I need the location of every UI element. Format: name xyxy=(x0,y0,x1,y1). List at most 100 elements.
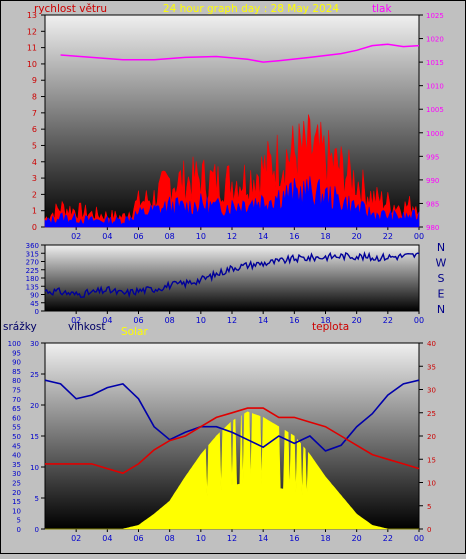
wind-average-area xyxy=(44,176,420,228)
temp-ytick-label: 5 xyxy=(427,503,431,511)
wind-xtick-label: 22 xyxy=(383,232,393,241)
wind-xtick-label: 08 xyxy=(165,232,175,241)
pressure-line xyxy=(60,43,420,63)
temp-ytick-label: 40 xyxy=(427,340,436,348)
compass-label-e: E xyxy=(438,288,445,301)
rain-ytick-label: 45 xyxy=(12,442,21,450)
wind-direction-plot-area xyxy=(44,244,420,312)
humidity-ytick-label: 0 xyxy=(35,526,39,534)
rain-ytick-label: 35 xyxy=(12,461,21,469)
direction-ytick-label: 180 xyxy=(26,275,39,283)
pressure-ytick-label: 995 xyxy=(426,153,439,161)
wind-ytick-label: 4 xyxy=(32,158,37,167)
bottom-xtick-label: 20 xyxy=(352,534,362,543)
rain-ytick-label: 70 xyxy=(12,396,21,404)
direction-xtick-label: 16 xyxy=(289,316,299,325)
direction-ytick-label: 45 xyxy=(30,300,39,308)
direction-xtick-label: 18 xyxy=(320,316,330,325)
wind-ytick-label: 7 xyxy=(32,109,37,118)
direction-ytick-label: 135 xyxy=(26,283,39,291)
humidity-ytick-label: 10 xyxy=(30,464,39,472)
wind-ytick-label: 5 xyxy=(32,141,37,150)
rain-ytick-label: 100 xyxy=(8,340,21,348)
temperature-title: teplota xyxy=(312,321,349,333)
rain-ytick-label: 75 xyxy=(12,387,21,395)
wind-ytick-label: 9 xyxy=(32,76,37,85)
direction-xtick-label: 04 xyxy=(102,316,112,325)
solar-area xyxy=(45,411,419,530)
direction-ytick-label: 225 xyxy=(26,267,39,275)
wind-ytick-label: 2 xyxy=(32,190,37,199)
wind-xtick-label: 20 xyxy=(352,232,362,241)
direction-ytick-label: 360 xyxy=(26,242,39,250)
humidity-line xyxy=(44,379,420,452)
bottom-xtick-label: 18 xyxy=(320,534,330,543)
wind-ytick-label: 3 xyxy=(32,174,37,183)
wind-xtick-label: 00 xyxy=(414,232,424,241)
rain-ytick-label: 20 xyxy=(12,489,21,497)
rain-ytick-label: 40 xyxy=(12,452,21,460)
rain-ytick-label: 25 xyxy=(12,480,21,488)
direction-ytick-label: 270 xyxy=(26,259,39,267)
wind-speed-title: rychlost větru xyxy=(34,3,107,15)
rain-ytick-label: 85 xyxy=(12,368,21,376)
direction-xtick-label: 12 xyxy=(227,316,237,325)
wind-xtick-label: 14 xyxy=(258,232,268,241)
direction-xtick-label: 00 xyxy=(414,316,424,325)
bottom-xtick-label: 12 xyxy=(227,534,237,543)
pressure-ytick-label: 980 xyxy=(426,224,439,232)
temp-ytick-label: 20 xyxy=(427,433,436,441)
pressure-ytick-label: 990 xyxy=(426,177,439,185)
bottom-xtick-label: 00 xyxy=(414,534,424,543)
rain-ytick-label: 60 xyxy=(12,414,21,422)
solar-title: Solar xyxy=(121,326,148,338)
temp-ytick-label: 30 xyxy=(427,387,436,395)
direction-ytick-label: 315 xyxy=(26,250,39,258)
compass-label-w: W xyxy=(436,257,447,270)
humidity-ytick-label: 15 xyxy=(30,433,39,441)
wind-xtick-label: 04 xyxy=(102,232,112,241)
direction-xtick-label: 14 xyxy=(258,316,268,325)
direction-xtick-label: 06 xyxy=(133,316,143,325)
rain-ytick-label: 15 xyxy=(12,498,21,506)
pressure-ytick-label: 1000 xyxy=(426,130,444,138)
wind-direction-line xyxy=(44,250,420,299)
bottom-xtick-label: 14 xyxy=(258,534,268,543)
direction-xtick-label: 10 xyxy=(196,316,206,325)
rain-ytick-label: 90 xyxy=(12,359,21,367)
compass-label-n: N xyxy=(437,241,445,254)
bottom-xtick-label: 10 xyxy=(196,534,206,543)
bottom-xtick-label: 22 xyxy=(383,534,393,543)
rain-ytick-label: 65 xyxy=(12,405,21,413)
pressure-ytick-label: 1005 xyxy=(426,106,444,114)
temp-ytick-label: 15 xyxy=(427,456,436,464)
wind-ytick-label: 0 xyxy=(32,223,37,232)
direction-ytick-label: 90 xyxy=(30,292,39,300)
pressure-ytick-label: 985 xyxy=(426,200,439,208)
pressure-title: tlak xyxy=(372,3,392,15)
pressure-ytick-label: 1020 xyxy=(426,36,444,44)
temperature-line xyxy=(45,407,420,475)
compass-label-n: N xyxy=(437,303,445,316)
rain-title: srážky xyxy=(3,321,37,333)
bottom-xtick-label: 08 xyxy=(165,534,175,543)
bottom-xtick-label: 16 xyxy=(289,534,299,543)
wind-xtick-label: 18 xyxy=(320,232,330,241)
wind-xtick-label: 16 xyxy=(289,232,299,241)
temp-ytick-label: 10 xyxy=(427,480,436,488)
bottom-xtick-label: 02 xyxy=(71,534,81,543)
wind-xtick-label: 06 xyxy=(133,232,143,241)
direction-xtick-label: 22 xyxy=(383,316,393,325)
bottom-xtick-label: 06 xyxy=(133,534,143,543)
wind-xtick-label: 10 xyxy=(196,232,206,241)
wind-ytick-label: 1 xyxy=(32,207,37,216)
humidity-ytick-label: 20 xyxy=(30,402,39,410)
direction-xtick-label: 20 xyxy=(352,316,362,325)
rain-ytick-label: 95 xyxy=(12,349,21,357)
rain-ytick-label: 5 xyxy=(17,517,21,525)
direction-ytick-label: 0 xyxy=(35,308,39,316)
bottom-xtick-label: 04 xyxy=(102,534,112,543)
wind-xtick-label: 12 xyxy=(227,232,237,241)
